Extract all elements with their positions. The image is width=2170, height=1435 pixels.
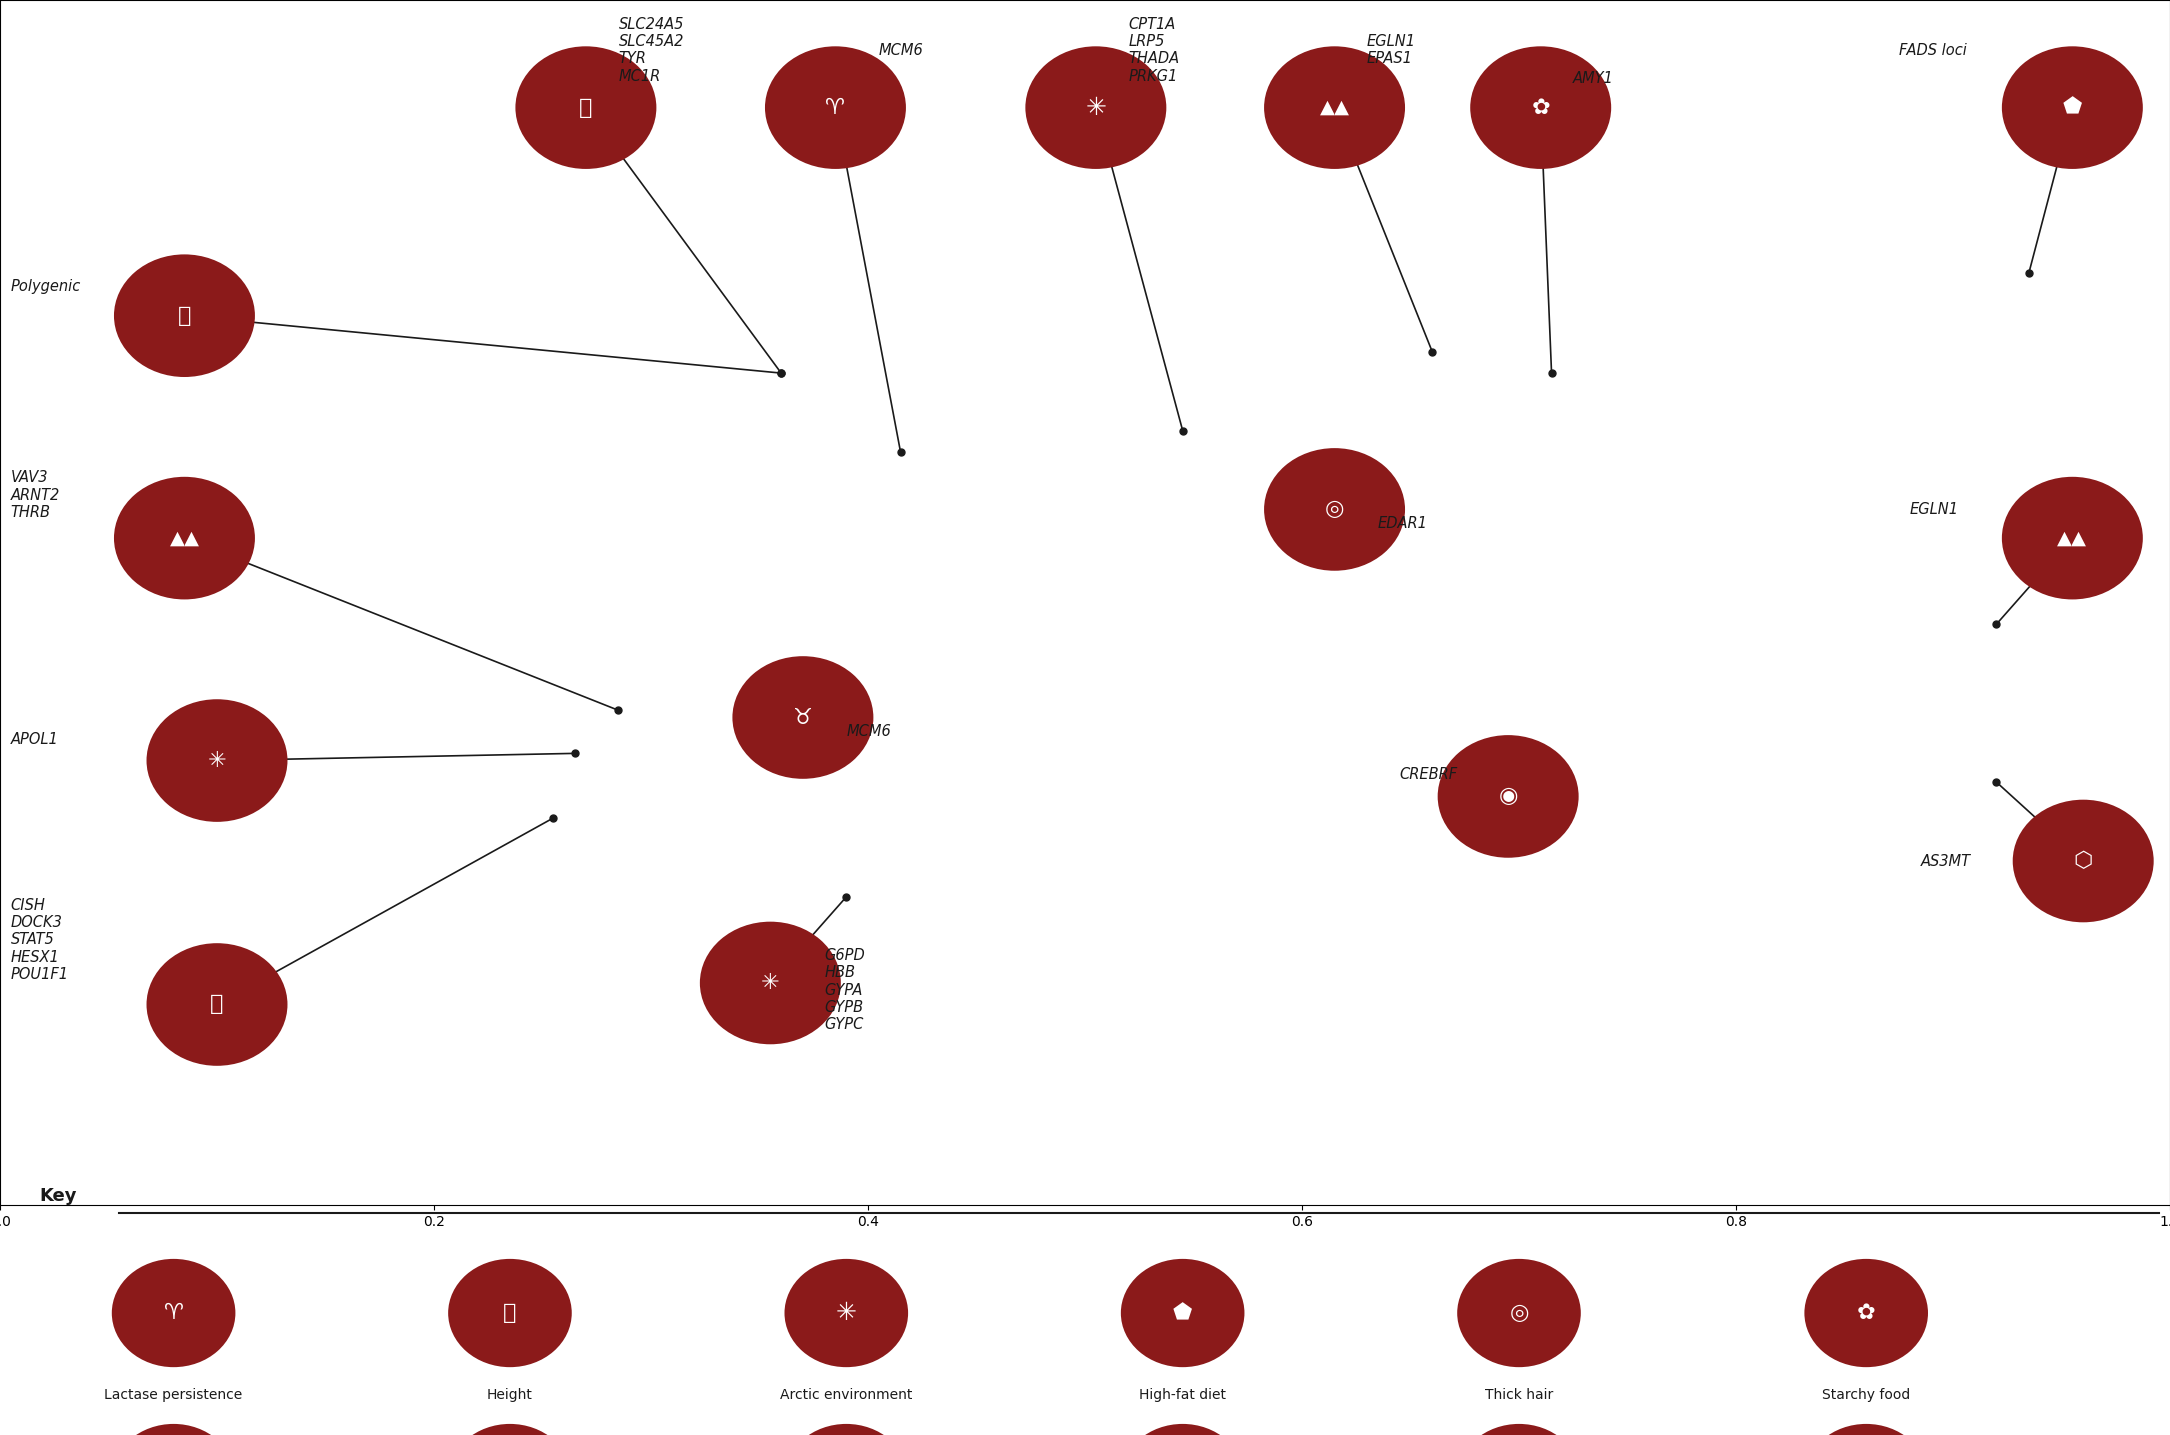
Text: APOL1: APOL1 — [11, 732, 59, 746]
Text: EDAR1: EDAR1 — [1378, 517, 1428, 531]
Ellipse shape — [2003, 478, 2142, 598]
Ellipse shape — [766, 47, 905, 168]
Ellipse shape — [1265, 449, 1404, 570]
Text: Starchy food: Starchy food — [1823, 1388, 1910, 1402]
Text: 🧍: 🧍 — [178, 306, 191, 326]
Text: ✳: ✳ — [208, 751, 226, 771]
Ellipse shape — [1122, 1425, 1243, 1435]
Text: Key: Key — [39, 1187, 76, 1205]
Text: EGLN1: EGLN1 — [1910, 502, 1960, 517]
Ellipse shape — [1471, 47, 1610, 168]
Text: Polygenic: Polygenic — [11, 280, 80, 294]
Text: G6PD
HBB
GYPA
GYPB
GYPC: G6PD HBB GYPA GYPB GYPC — [825, 949, 866, 1032]
Ellipse shape — [1805, 1260, 1927, 1366]
Ellipse shape — [1026, 47, 1165, 168]
Ellipse shape — [449, 1425, 571, 1435]
Text: CISH
DOCK3
STAT5
HESX1
POU1F1: CISH DOCK3 STAT5 HESX1 POU1F1 — [11, 898, 69, 982]
Text: FADS loci: FADS loci — [1899, 43, 1966, 57]
Ellipse shape — [786, 1425, 907, 1435]
Text: EGLN1
EPAS1: EGLN1 EPAS1 — [1367, 34, 1417, 66]
Ellipse shape — [516, 47, 655, 168]
Text: ✳: ✳ — [762, 973, 779, 993]
Ellipse shape — [113, 1260, 234, 1366]
Text: ◎: ◎ — [1326, 499, 1343, 519]
Ellipse shape — [1122, 1260, 1243, 1366]
Text: VAV3
ARNT2
THRB: VAV3 ARNT2 THRB — [11, 471, 61, 519]
Text: ♈: ♈ — [163, 1303, 184, 1323]
Text: MCM6: MCM6 — [846, 725, 892, 739]
Ellipse shape — [1265, 47, 1404, 168]
Text: ◎: ◎ — [1510, 1303, 1528, 1323]
Ellipse shape — [1458, 1260, 1580, 1366]
Ellipse shape — [113, 1425, 234, 1435]
Text: Height: Height — [486, 1388, 534, 1402]
Text: ▲▲: ▲▲ — [169, 528, 200, 548]
Text: ⬡: ⬡ — [2075, 851, 2092, 871]
Ellipse shape — [2014, 801, 2153, 921]
Text: ✳: ✳ — [835, 1302, 857, 1325]
Ellipse shape — [1439, 736, 1578, 857]
Text: SLC24A5
SLC45A2
TYR
MC1R: SLC24A5 SLC45A2 TYR MC1R — [618, 17, 684, 83]
Text: ⬟: ⬟ — [2064, 98, 2081, 118]
Ellipse shape — [449, 1260, 571, 1366]
Ellipse shape — [1805, 1425, 1927, 1435]
Text: 🧍: 🧍 — [503, 1303, 516, 1323]
Text: ✿: ✿ — [1858, 1303, 1875, 1323]
Text: ✳: ✳ — [1085, 96, 1107, 119]
Ellipse shape — [148, 944, 286, 1065]
Ellipse shape — [115, 478, 254, 598]
Text: AS3MT: AS3MT — [1920, 854, 1970, 868]
Text: 🧍: 🧍 — [210, 994, 224, 1015]
Ellipse shape — [148, 700, 286, 821]
Text: ♈: ♈ — [825, 98, 846, 118]
Text: High-fat diet: High-fat diet — [1139, 1388, 1226, 1402]
Ellipse shape — [115, 255, 254, 376]
Ellipse shape — [1458, 1425, 1580, 1435]
Text: ▲▲: ▲▲ — [2057, 528, 2088, 548]
Text: ◉: ◉ — [1499, 786, 1517, 806]
Text: Arctic environment: Arctic environment — [779, 1388, 914, 1402]
Text: ♉: ♉ — [792, 707, 814, 728]
Text: ✿: ✿ — [1532, 98, 1549, 118]
Text: ⬟: ⬟ — [1174, 1303, 1191, 1323]
Ellipse shape — [701, 923, 840, 1043]
Ellipse shape — [733, 657, 872, 778]
Text: ✋: ✋ — [579, 98, 592, 118]
Text: CREBRF: CREBRF — [1400, 768, 1458, 782]
Text: AMY1: AMY1 — [1573, 72, 1614, 86]
Text: CPT1A
LRP5
THADA
PRKG1: CPT1A LRP5 THADA PRKG1 — [1128, 17, 1180, 83]
Ellipse shape — [786, 1260, 907, 1366]
Text: Lactase persistence: Lactase persistence — [104, 1388, 243, 1402]
Text: Thick hair: Thick hair — [1484, 1388, 1554, 1402]
Ellipse shape — [2003, 47, 2142, 168]
Text: MCM6: MCM6 — [879, 43, 924, 57]
Text: ▲▲: ▲▲ — [1319, 98, 1350, 118]
